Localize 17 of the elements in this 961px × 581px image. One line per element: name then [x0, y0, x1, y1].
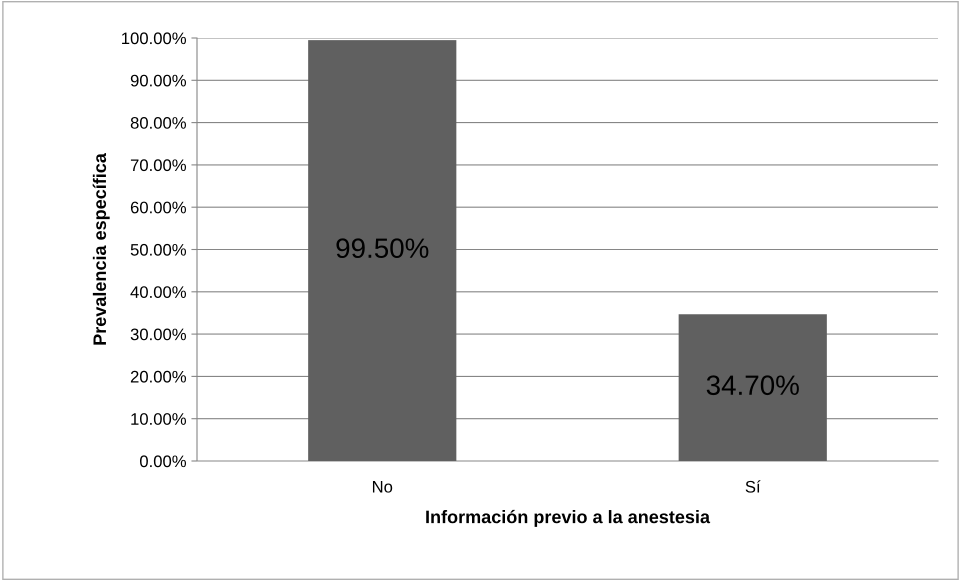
x-tick-label: Sí: [746, 480, 761, 493]
y-tick-label: 70.00%: [130, 159, 186, 172]
x-tick-label: No: [372, 481, 392, 493]
y-tick-label: 50.00%: [130, 244, 186, 256]
y-tick-label: 80.00%: [130, 117, 186, 129]
y-tick-label: 0.00%: [140, 455, 186, 468]
y-tick-label: 30.00%: [130, 328, 186, 340]
x-axis-title: Información previo a la anestesia: [426, 510, 710, 527]
y-tick-label: 10.00%: [131, 413, 186, 425]
data-label: 34.70%: [706, 375, 799, 396]
y-tick-label: 90.00%: [130, 74, 186, 87]
y-axis-title: Prevalencia específica: [92, 153, 110, 345]
y-tick-label: 40.00%: [130, 286, 186, 298]
y-tick-label: 20.00%: [130, 370, 186, 383]
y-tick-label: 100.00%: [122, 32, 186, 44]
data-label: 99.50%: [336, 238, 428, 258]
y-tick-label: 60.00%: [130, 202, 186, 214]
